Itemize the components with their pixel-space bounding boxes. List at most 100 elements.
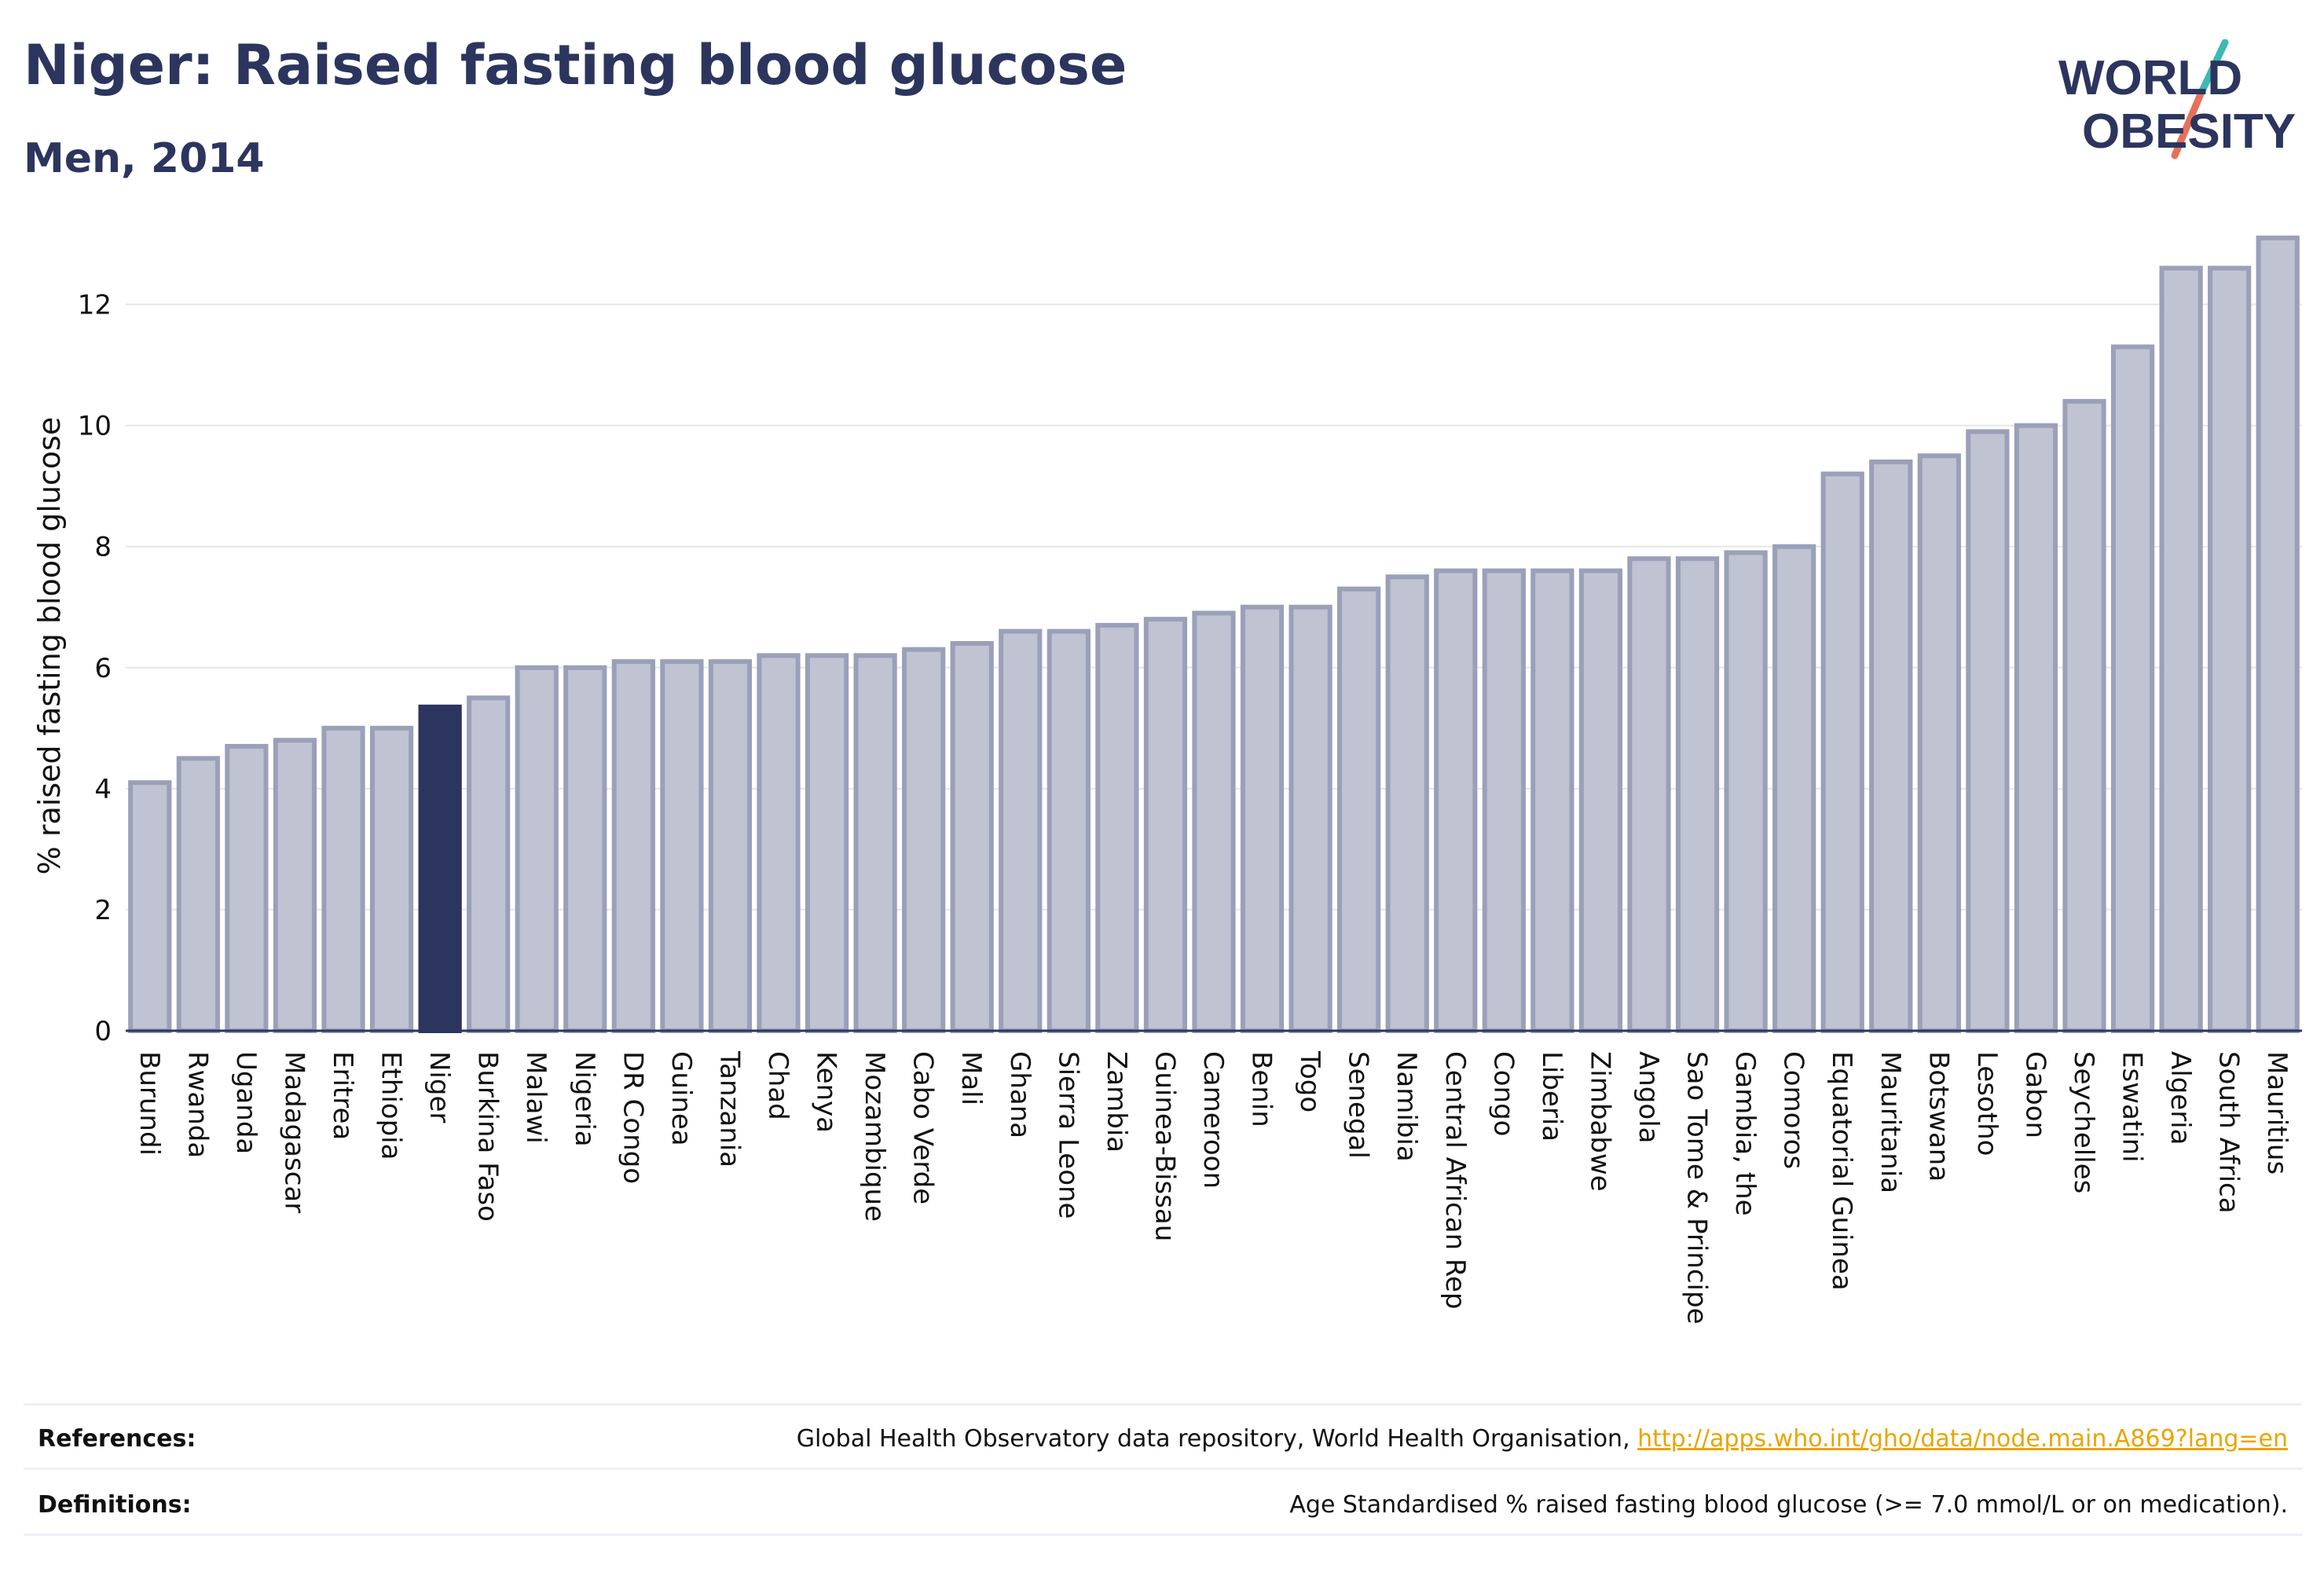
x-tick-label: Cabo Verde bbox=[907, 1051, 939, 1204]
world-obesity-logo: WORLD OBESITY bbox=[2058, 39, 2296, 159]
bar-malawi bbox=[515, 665, 559, 1033]
bar-eswatini bbox=[2110, 344, 2155, 1033]
logo-slash-top bbox=[2196, 39, 2229, 100]
bar-rwanda bbox=[176, 756, 220, 1033]
bar-ethiopia bbox=[369, 725, 414, 1033]
x-tick-label: Namibia bbox=[1391, 1051, 1422, 1162]
x-tick-label: Equatorial Guinea bbox=[1826, 1051, 1857, 1291]
bar-central-african-rep bbox=[1434, 568, 1478, 1033]
bar-uganda bbox=[225, 743, 269, 1033]
x-tick-label: Guinea bbox=[665, 1051, 697, 1146]
bar-mauritius bbox=[2256, 235, 2300, 1033]
x-tick-label: Cameroon bbox=[1197, 1051, 1229, 1189]
bar-namibia bbox=[1385, 574, 1429, 1033]
x-tick-label: Zambia bbox=[1101, 1051, 1132, 1153]
bar-zimbabwe bbox=[1578, 568, 1623, 1033]
bar-burkina-faso bbox=[467, 695, 511, 1034]
bar-togo bbox=[1288, 604, 1332, 1033]
bar-mozambique bbox=[853, 653, 897, 1033]
logo-text-obesity: OBESITY bbox=[2082, 104, 2296, 159]
bar-dr-congo bbox=[611, 659, 655, 1034]
bar-liberia bbox=[1530, 568, 1574, 1033]
bar-senegal bbox=[1337, 586, 1381, 1033]
bar-sierra-leone bbox=[1047, 629, 1091, 1033]
references-row: References: Global Health Observatory da… bbox=[24, 1408, 2302, 1471]
bar-sao-tome-principe bbox=[1675, 556, 1720, 1033]
definitions-label: Definitions: bbox=[38, 1491, 192, 1519]
bar-kenya bbox=[805, 653, 849, 1033]
x-tick-label: Eritrea bbox=[327, 1051, 358, 1140]
x-tick-label: Benin bbox=[1246, 1051, 1277, 1127]
x-tick-label: Central African Rep bbox=[1439, 1051, 1471, 1310]
x-tick-label: Comoros bbox=[1778, 1051, 1809, 1169]
x-tick-label: Senegal bbox=[1343, 1051, 1374, 1159]
x-tick-label: Eswatini bbox=[2117, 1051, 2148, 1163]
y-tick-label: 6 bbox=[94, 653, 112, 684]
x-tick-label: DR Congo bbox=[617, 1051, 648, 1184]
bar-niger bbox=[418, 704, 462, 1034]
bar-eritrea bbox=[321, 725, 365, 1033]
bar-gabon bbox=[2014, 423, 2058, 1033]
x-tick-label: Tanzania bbox=[713, 1050, 745, 1167]
bar-chad bbox=[757, 653, 801, 1033]
footer-divider-bottom bbox=[24, 1534, 2302, 1536]
bar-congo bbox=[1482, 568, 1526, 1033]
x-tick-label: Madagascar bbox=[278, 1051, 310, 1213]
bar-lesotho bbox=[1966, 429, 2010, 1033]
x-tick-label: Sao Tome & Principe bbox=[1681, 1051, 1713, 1325]
bar-tanzania bbox=[708, 659, 753, 1034]
references-text: Global Health Observatory data repositor… bbox=[796, 1425, 1638, 1453]
x-tick-label: Burundi bbox=[134, 1051, 165, 1156]
bar-botswana bbox=[1917, 453, 1961, 1033]
bar-nigeria bbox=[563, 665, 607, 1033]
references-link[interactable]: http://apps.who.int/gho/data/node.main.A… bbox=[1637, 1425, 2288, 1453]
x-tick-label: Congo bbox=[1487, 1051, 1519, 1136]
x-tick-label: Liberia bbox=[1536, 1051, 1567, 1142]
x-axis-tick-labels: Burundi Rwanda Uganda Madagascar Eritrea Ethi… bbox=[134, 1050, 2293, 1325]
bars bbox=[128, 235, 2300, 1034]
x-tick-label: Seychelles bbox=[2068, 1051, 2099, 1193]
x-tick-label: Gabon bbox=[2019, 1051, 2051, 1138]
x-tick-label: Mauritania bbox=[1875, 1051, 1906, 1193]
x-tick-label: Rwanda bbox=[181, 1051, 213, 1158]
y-axis-label: % raised fasting blood glucose bbox=[32, 417, 67, 875]
x-tick-label: Lesotho bbox=[1971, 1051, 2003, 1156]
x-tick-label: Sierra Leone bbox=[1052, 1051, 1083, 1219]
x-tick-label: Malawi bbox=[520, 1051, 552, 1144]
chart-subtitle: Men, 2014 bbox=[24, 135, 265, 182]
definitions-value: Age Standardised % raised fasting blood … bbox=[1289, 1491, 2288, 1519]
x-tick-label: Guinea-Bissau bbox=[1149, 1051, 1180, 1241]
x-tick-label: Burkina Faso bbox=[472, 1051, 504, 1222]
bar-south-africa bbox=[2208, 266, 2252, 1034]
y-tick-label: 0 bbox=[94, 1016, 112, 1047]
x-tick-label: Ghana bbox=[1004, 1051, 1036, 1138]
x-tick-label: Angola bbox=[1633, 1051, 1664, 1143]
x-tick-label: Botswana bbox=[1923, 1051, 1954, 1182]
x-tick-label: Kenya bbox=[811, 1051, 842, 1133]
definitions-row: Definitions: Age Standardised % raised f… bbox=[24, 1474, 2302, 1537]
x-tick-label: Chad bbox=[762, 1051, 794, 1120]
x-tick-label: South Africa bbox=[2213, 1051, 2245, 1214]
x-tick-label: Nigeria bbox=[569, 1051, 600, 1147]
x-tick-label: Togo bbox=[1294, 1050, 1325, 1112]
logo-text-world: WORLD bbox=[2058, 51, 2242, 105]
bar-madagascar bbox=[273, 738, 317, 1033]
logo-slash-bottom bbox=[2171, 92, 2204, 159]
bar-burundi bbox=[128, 780, 172, 1033]
bar-seychelles bbox=[2062, 398, 2106, 1033]
bar-ghana bbox=[999, 629, 1043, 1033]
bar-cabo-verde bbox=[902, 647, 946, 1034]
bar-guinea bbox=[660, 659, 704, 1034]
x-tick-label: Algeria bbox=[2165, 1051, 2196, 1145]
x-tick-label: Niger bbox=[423, 1051, 455, 1123]
bar-equatorial-guinea bbox=[1820, 471, 1864, 1033]
x-tick-label: Mauritius bbox=[2261, 1051, 2293, 1175]
y-tick-label: 10 bbox=[78, 411, 112, 442]
x-tick-label: Zimbabwe bbox=[1584, 1051, 1615, 1192]
references-value: Global Health Observatory data repositor… bbox=[797, 1425, 2288, 1453]
bar-chart: 0 2 4 6 8 10 12 Burundi Rwanda Uganda Madagascar E… bbox=[32, 235, 2302, 1325]
bar-angola bbox=[1627, 556, 1671, 1033]
x-tick-label: Uganda bbox=[230, 1051, 262, 1154]
y-tick-label: 12 bbox=[78, 290, 112, 321]
y-axis-tick-labels: 0 2 4 6 8 10 12 bbox=[78, 290, 112, 1047]
